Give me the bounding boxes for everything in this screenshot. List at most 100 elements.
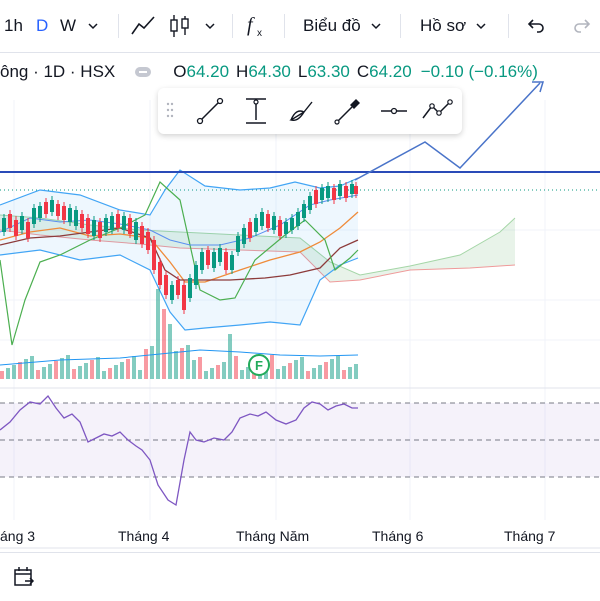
drawing-toolbar — [158, 88, 462, 134]
interval-1h-button[interactable]: 1h — [4, 16, 23, 35]
candle-body — [260, 212, 264, 226]
trend-line-icon — [196, 97, 224, 125]
volume-bar — [126, 359, 130, 379]
candle-body — [254, 218, 258, 232]
candle-body — [182, 285, 186, 310]
volume-bar — [150, 346, 154, 379]
candle-body — [320, 188, 324, 200]
chart-type-dropdown-button[interactable] — [203, 0, 217, 52]
projection-path-drawing[interactable] — [354, 82, 541, 181]
volume-bar — [228, 334, 232, 379]
path-tool[interactable] — [420, 96, 453, 126]
candle-body — [314, 190, 318, 204]
senkou-b-line — [0, 229, 516, 283]
svg-text:x: x — [257, 28, 262, 39]
volume-bar — [138, 370, 142, 379]
volume-bar — [198, 357, 202, 379]
candle-body — [116, 214, 120, 228]
trend-line-tool[interactable] — [194, 96, 226, 126]
candle-body — [80, 214, 84, 228]
marker-tool[interactable] — [332, 96, 364, 126]
candle-body — [326, 186, 330, 198]
candle-body — [200, 252, 204, 270]
redo-icon — [574, 19, 591, 33]
candle-body — [104, 218, 108, 232]
candle-body — [284, 222, 288, 234]
chevron-down-icon — [476, 23, 486, 30]
candle-body — [194, 265, 198, 285]
candle-body — [128, 218, 132, 234]
volume-bar — [162, 309, 166, 379]
candle-body — [308, 196, 312, 210]
profile-dropdown[interactable]: Hồ sơ — [420, 0, 488, 52]
low-label: L — [297, 62, 308, 81]
volume-bar — [282, 366, 286, 379]
redo-button[interactable] — [572, 0, 592, 52]
candle-body — [44, 202, 48, 214]
brush-tool[interactable] — [286, 96, 318, 126]
top-toolbar: 1h D W f x Biểu đồ Hồ sơ — [0, 0, 600, 53]
volume-bar — [222, 362, 226, 379]
measure-tool[interactable] — [240, 96, 272, 126]
volume-bar — [354, 364, 358, 379]
volume-bar — [192, 360, 196, 379]
candle-body — [230, 255, 234, 270]
intervals-dropdown-button[interactable] — [86, 0, 100, 52]
volume-bar — [66, 355, 70, 379]
high-label: H — [236, 62, 249, 81]
open-value: 64.20 — [186, 62, 230, 81]
bb-lower-line — [0, 249, 359, 331]
go-to-date-icon[interactable] — [12, 565, 36, 589]
chart-layout-dropdown[interactable]: Biểu đồ — [303, 0, 383, 52]
candlestick-icon — [170, 15, 189, 37]
interval-1w-button[interactable]: W — [60, 16, 77, 35]
candle-body — [14, 220, 18, 236]
volume-bar — [204, 371, 208, 379]
candle-body — [248, 222, 252, 238]
projection-arrow-head — [532, 81, 545, 93]
candle-body — [86, 218, 90, 234]
candle-body — [62, 206, 66, 220]
candle-body — [224, 252, 228, 270]
candle-body — [266, 214, 270, 228]
line-chart-button[interactable] — [130, 0, 156, 52]
candle-body — [242, 228, 246, 244]
high-value: 64.30 — [248, 62, 291, 81]
candle-body — [296, 212, 300, 226]
drag-handle-icon[interactable] — [166, 102, 174, 118]
x-axis-label: Tháng 4 — [118, 528, 170, 544]
volume-bar — [60, 358, 64, 379]
volume-bar — [318, 365, 322, 379]
candle-body — [206, 250, 210, 265]
volume-bar — [102, 371, 106, 379]
hide-legend-toggle[interactable] — [135, 67, 152, 77]
low-value: 63.30 — [307, 62, 350, 81]
horizontal-line-tool[interactable] — [378, 96, 410, 126]
volume-bar — [132, 356, 136, 379]
interval-1d-button[interactable]: D — [36, 16, 49, 35]
measure-icon — [246, 98, 266, 124]
undo-button[interactable] — [526, 0, 546, 52]
volume-bar — [36, 370, 40, 379]
volume-bar — [12, 365, 16, 379]
volume-bar — [294, 360, 298, 379]
volume-bar — [30, 356, 34, 379]
candle-body — [8, 214, 12, 228]
volume-bar — [342, 370, 346, 379]
close-label: C — [356, 62, 370, 81]
volume-bar — [72, 369, 76, 379]
indicators-button[interactable]: f x — [246, 0, 270, 52]
volume-bar — [114, 365, 118, 379]
ma-brown-line — [0, 227, 359, 281]
candle-body — [158, 262, 162, 285]
volume-marker-f[interactable]: F — [248, 354, 270, 376]
candle-chart-button[interactable] — [168, 0, 192, 52]
profile-label: Hồ sơ — [420, 16, 467, 35]
volume-bar — [144, 349, 148, 379]
volume-bar — [270, 355, 274, 379]
rsi-line — [0, 394, 358, 507]
candle-body — [38, 206, 42, 218]
close-value: 64.20 — [369, 62, 412, 81]
symbol-info[interactable]: ông · 1D · HSX — [0, 62, 116, 81]
